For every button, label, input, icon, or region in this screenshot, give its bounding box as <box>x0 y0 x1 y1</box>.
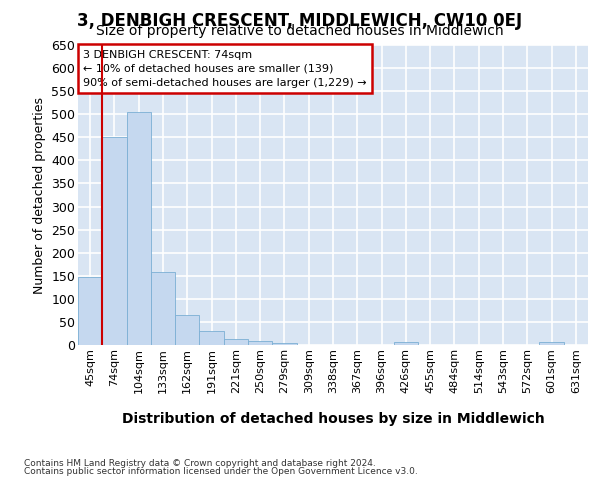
Bar <box>175 315 199 345</box>
Text: Contains public sector information licensed under the Open Government Licence v3: Contains public sector information licen… <box>24 467 418 476</box>
Bar <box>127 112 151 345</box>
Bar <box>224 339 248 345</box>
Text: 3 DENBIGH CRESCENT: 74sqm
← 10% of detached houses are smaller (139)
90% of semi: 3 DENBIGH CRESCENT: 74sqm ← 10% of detac… <box>83 50 367 88</box>
Text: Distribution of detached houses by size in Middlewich: Distribution of detached houses by size … <box>122 412 544 426</box>
Bar <box>394 342 418 345</box>
Text: Size of property relative to detached houses in Middlewich: Size of property relative to detached ho… <box>96 24 504 38</box>
Bar <box>539 342 564 345</box>
Bar <box>272 342 296 345</box>
Text: Contains HM Land Registry data © Crown copyright and database right 2024.: Contains HM Land Registry data © Crown c… <box>24 458 376 468</box>
Bar <box>248 341 272 345</box>
Bar <box>78 277 102 345</box>
Text: 3, DENBIGH CRESCENT, MIDDLEWICH, CW10 0EJ: 3, DENBIGH CRESCENT, MIDDLEWICH, CW10 0E… <box>77 12 523 30</box>
Bar <box>102 138 127 345</box>
Y-axis label: Number of detached properties: Number of detached properties <box>32 96 46 294</box>
Bar <box>151 272 175 345</box>
Bar <box>199 331 224 345</box>
